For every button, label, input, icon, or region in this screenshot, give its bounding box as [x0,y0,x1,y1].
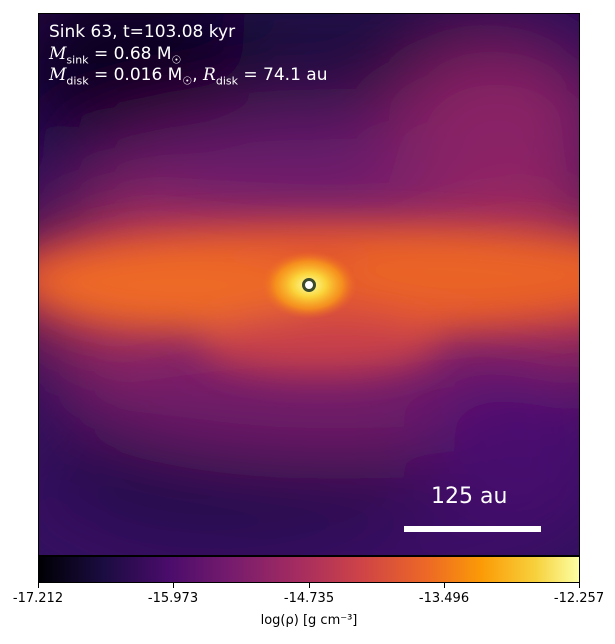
disk-mass-subscript: disk [66,74,89,88]
colorbar-tick [173,583,174,588]
sink-info-line: Sink 63, t=103.08 kyr [49,22,236,42]
sun-symbol: ☉ [182,74,193,88]
colorbar-tick-label: -13.496 [418,591,470,606]
scale-bar [404,526,541,532]
sink-marker [302,278,316,292]
sink-mass-line: Msink = 0.68 M☉ [49,44,181,70]
colorbar-tick-label: -12.257 [553,591,605,606]
separator: , [192,65,204,85]
colorbar-tick [444,583,445,588]
colorbar-tick-label: -15.973 [147,591,199,606]
disk-radius-symbol: R [203,65,216,85]
density-map: Sink 63, t=103.08 kyr Msink = 0.68 M☉ Md… [38,13,580,556]
colorbar-tick-label: -14.735 [283,591,335,606]
colorbar-tick-label: -17.212 [12,591,64,606]
sun-symbol: ☉ [171,53,182,67]
colorbar-tick [579,583,580,588]
colorbar-label: log(ρ) [g cm⁻³] [260,613,358,628]
disk-info-line: Mdisk = 0.016 M☉, Rdisk = 74.1 au [49,65,328,91]
disk-radius-subscript: disk [215,74,238,88]
disk-mass-value: = 0.016 M [88,65,183,85]
density-image [39,14,579,555]
mass-subscript: sink [66,53,89,67]
sink-mass-value: = 0.68 M [88,44,172,64]
disk-radius-value: = 74.1 au [238,65,328,85]
mass-symbol: M [49,44,67,64]
disk-mass-symbol: M [49,65,67,85]
colorbar [38,556,580,583]
colorbar-tick [38,583,39,588]
scale-bar-label: 125 au [431,484,508,509]
colorbar-tick [309,583,310,588]
